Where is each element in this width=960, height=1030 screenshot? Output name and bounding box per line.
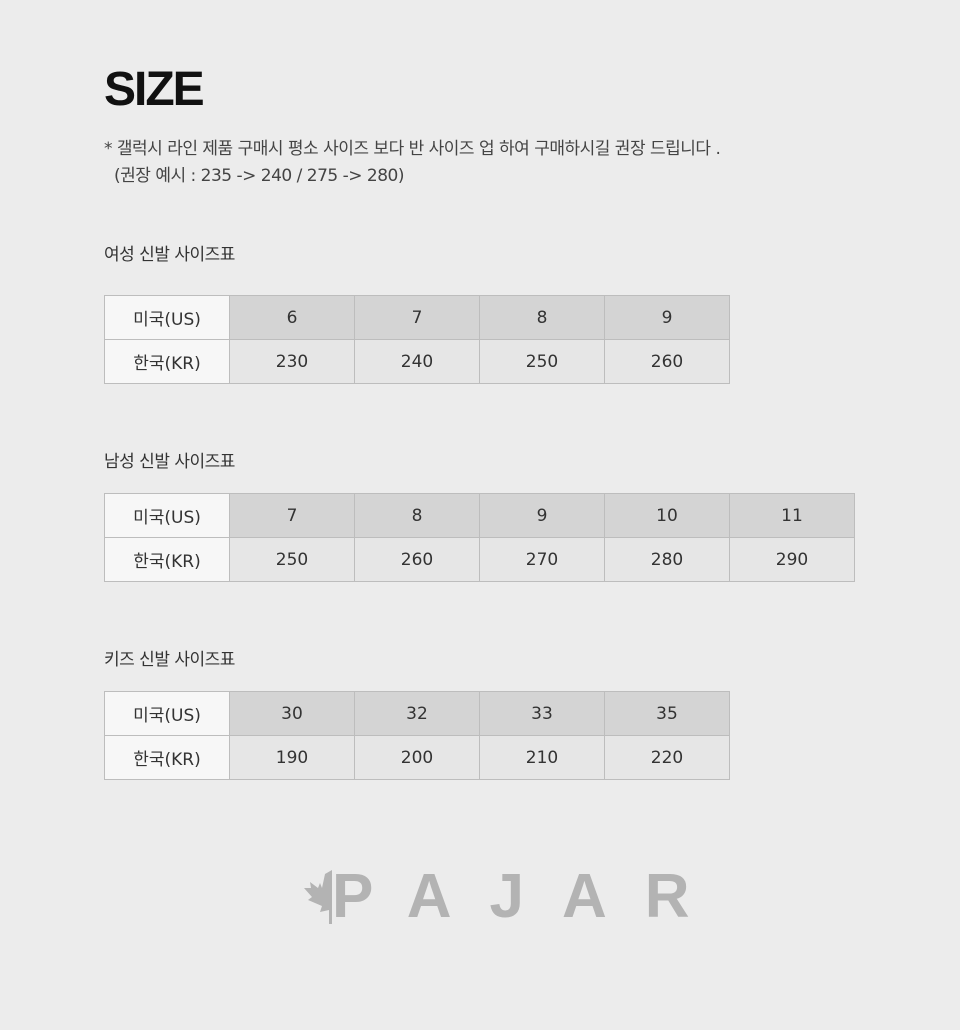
size-cell: 8	[479, 295, 605, 340]
size-cell: 35	[604, 691, 730, 736]
size-cell: 10	[604, 493, 730, 538]
us-size-row: 미국(US) 6 7 8 9	[104, 295, 730, 340]
maple-leaf-icon	[304, 870, 332, 924]
us-size-row: 미국(US) 30 32 33 35	[104, 691, 730, 736]
row-label: 한국(KR)	[104, 735, 230, 780]
note-line-2: (권장 예시 : 235 -> 240 / 275 -> 280)	[114, 166, 404, 186]
size-table-title: 여성 신발 사이즈표	[104, 245, 235, 265]
kr-size-row: 한국(KR) 250 260 270 280 290	[104, 537, 855, 582]
size-cell: 220	[604, 735, 730, 780]
size-cell: 7	[229, 493, 355, 538]
size-cell: 30	[229, 691, 355, 736]
size-cell: 32	[354, 691, 480, 736]
us-size-row: 미국(US) 7 8 9 10 11	[104, 493, 855, 538]
size-cell: 260	[354, 537, 480, 582]
size-cell: 230	[229, 339, 355, 384]
row-label: 한국(KR)	[104, 537, 230, 582]
size-cell: 280	[604, 537, 730, 582]
kr-size-row: 한국(KR) 190 200 210 220	[104, 735, 730, 780]
size-cell: 260	[604, 339, 730, 384]
size-table: 미국(US) 30 32 33 35 한국(KR) 190 200 210 220	[104, 691, 730, 780]
page-title: SIZE	[104, 63, 205, 116]
kr-size-row: 한국(KR) 230 240 250 260	[104, 339, 730, 384]
size-table: 미국(US) 7 8 9 10 11 한국(KR) 250 260 270 280 290	[104, 493, 855, 582]
row-label: 미국(US)	[104, 295, 230, 340]
pajar-logo: PAJAR	[298, 866, 728, 928]
size-cell: 9	[479, 493, 605, 538]
size-table-title: 키즈 신발 사이즈표	[104, 650, 235, 670]
size-cell: 9	[604, 295, 730, 340]
size-cell: 250	[229, 537, 355, 582]
size-table-title: 남성 신발 사이즈표	[104, 452, 235, 472]
row-label: 미국(US)	[104, 493, 230, 538]
size-cell: 210	[479, 735, 605, 780]
row-label: 한국(KR)	[104, 339, 230, 384]
size-cell: 240	[354, 339, 480, 384]
size-cell: 6	[229, 295, 355, 340]
note-line-1: * 갤럭시 라인 제품 구매시 평소 사이즈 보다 반 사이즈 업 하여 구매하…	[104, 139, 721, 159]
size-note: * 갤럭시 라인 제품 구매시 평소 사이즈 보다 반 사이즈 업 하여 구매하…	[104, 136, 721, 190]
size-cell: 190	[229, 735, 355, 780]
size-cell: 270	[479, 537, 605, 582]
logo-text: PAJAR	[332, 862, 728, 931]
size-cell: 250	[479, 339, 605, 384]
size-cell: 11	[729, 493, 855, 538]
size-cell: 33	[479, 691, 605, 736]
size-cell: 7	[354, 295, 480, 340]
size-table: 미국(US) 6 7 8 9 한국(KR) 230 240 250 260	[104, 295, 730, 384]
row-label: 미국(US)	[104, 691, 230, 736]
size-cell: 200	[354, 735, 480, 780]
size-cell: 290	[729, 537, 855, 582]
size-cell: 8	[354, 493, 480, 538]
